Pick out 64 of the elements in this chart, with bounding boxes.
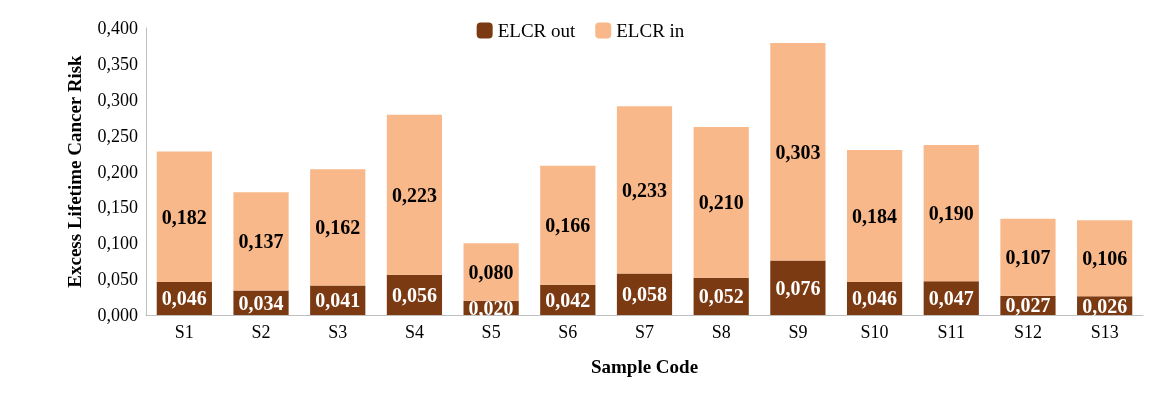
y-tick-label: 0,250: [97, 125, 138, 146]
y-tick-label: 0,050: [97, 269, 138, 290]
data-label: 0,056: [391, 283, 437, 306]
data-label: 0,020: [468, 296, 514, 319]
data-label: 0,052: [698, 285, 744, 308]
bar: [1077, 220, 1133, 297]
data-label: 0,182: [161, 205, 207, 228]
y-tick-label: 0,200: [97, 161, 138, 182]
bar: [386, 114, 443, 275]
data-label: 0,046: [852, 287, 898, 310]
x-tick-label: S9: [788, 322, 808, 342]
legend-label: ELCR in: [616, 20, 685, 41]
data-label: 0,184: [852, 204, 898, 227]
x-tick-label: S2: [251, 322, 271, 342]
y-tick-label: 0,000: [97, 305, 138, 325]
data-label: 0,233: [622, 178, 667, 201]
data-label: 0,106: [1082, 247, 1128, 270]
bar: [693, 127, 749, 278]
x-tick-label: S7: [634, 322, 655, 342]
data-label: 0,058: [622, 283, 667, 306]
y-axis-title: Excess Lifetime Cancer Risk: [64, 54, 85, 288]
data-label: 0,034: [238, 291, 284, 314]
bar: [233, 192, 289, 291]
data-label: 0,041: [315, 289, 361, 312]
x-tick-label: S6: [558, 322, 578, 342]
y-tick-label: 0,400: [97, 18, 138, 38]
data-label: 0,042: [545, 288, 591, 311]
x-tick-label: S10: [860, 322, 889, 342]
data-label: 0,026: [1082, 294, 1128, 317]
x-tick-label: S8: [711, 322, 731, 342]
y-tick-label: 0,100: [97, 233, 138, 254]
bar: [540, 165, 596, 285]
data-label: 0,080: [468, 260, 514, 283]
x-tick-label: S12: [1013, 322, 1042, 342]
x-tick-label: S5: [481, 322, 501, 342]
y-tick-label: 0,300: [97, 89, 138, 110]
x-tick-label: S11: [937, 322, 965, 342]
x-tick-label: S4: [404, 322, 424, 342]
data-label: 0,223: [391, 183, 437, 206]
y-tick-label: 0,350: [97, 53, 138, 74]
data-label: 0,107: [1005, 246, 1051, 269]
y-tick-label: 0,150: [97, 197, 138, 218]
data-label: 0,190: [928, 202, 974, 225]
bar: [310, 169, 366, 286]
data-label: 0,046: [161, 287, 207, 310]
bar: [846, 149, 903, 282]
bar: [616, 106, 673, 274]
data-label: 0,027: [1005, 294, 1051, 317]
bar: [156, 151, 212, 282]
x-axis-title: Sample Code: [590, 356, 699, 377]
data-label: 0,076: [775, 276, 821, 299]
data-label: 0,162: [315, 216, 361, 239]
data-label: 0,137: [238, 230, 284, 253]
bar: [923, 144, 979, 282]
x-tick-label: S13: [1090, 322, 1119, 342]
legend-label: ELCR out: [497, 20, 576, 41]
data-label: 0,166: [545, 214, 591, 237]
bar: [770, 43, 826, 261]
data-label: 0,047: [928, 287, 974, 310]
data-label: 0,210: [698, 191, 744, 214]
x-tick-label: S1: [174, 322, 194, 342]
x-tick-label: S3: [328, 322, 348, 342]
bar: [1000, 218, 1056, 296]
data-label: 0,303: [775, 140, 821, 163]
